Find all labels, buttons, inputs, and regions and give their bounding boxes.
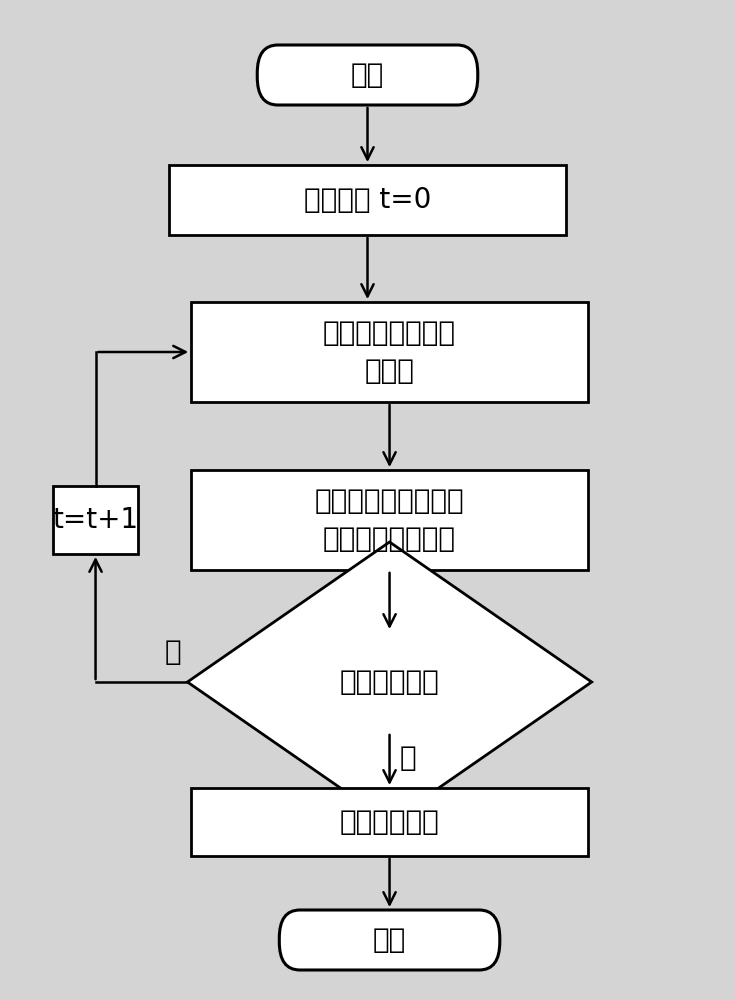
Bar <box>191 470 588 570</box>
Bar <box>54 486 138 554</box>
FancyBboxPatch shape <box>257 45 478 105</box>
Text: 是: 是 <box>400 744 416 772</box>
Polygon shape <box>187 542 592 822</box>
Text: 循环终止条件: 循环终止条件 <box>340 668 440 696</box>
FancyBboxPatch shape <box>279 910 500 970</box>
Bar <box>191 788 588 856</box>
Text: 结束: 结束 <box>373 926 406 954</box>
Text: 开始: 开始 <box>351 61 384 89</box>
Bar <box>191 302 588 402</box>
Text: 否: 否 <box>165 638 181 666</box>
Bar <box>169 165 566 235</box>
Text: 更新个体的速度和位
置，计算适应度値: 更新个体的速度和位 置，计算适应度値 <box>315 487 465 554</box>
Text: 初始化， t=0: 初始化， t=0 <box>304 186 431 214</box>
Text: t=t+1: t=t+1 <box>52 506 139 534</box>
Text: 输出最优的解: 输出最优的解 <box>340 808 440 836</box>
Text: 计算个体质量、所
受合力: 计算个体质量、所 受合力 <box>323 318 456 385</box>
